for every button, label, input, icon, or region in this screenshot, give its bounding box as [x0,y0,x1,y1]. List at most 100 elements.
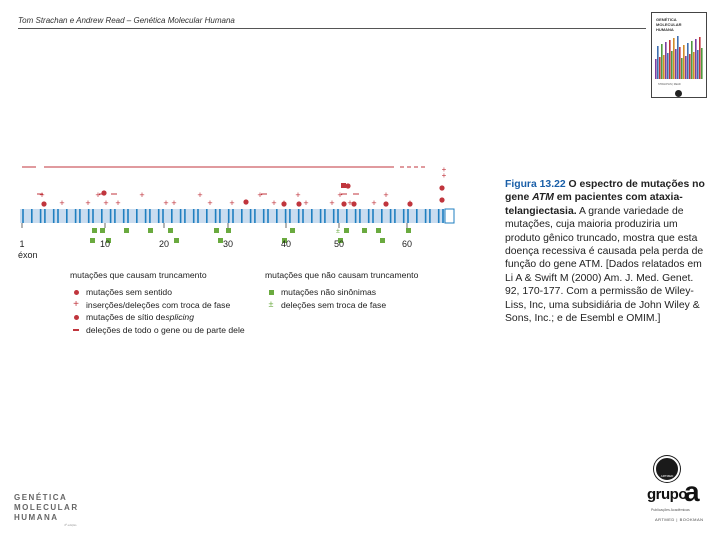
cover-art-stripe [701,48,703,79]
legend-dash-icon [70,329,82,331]
cover-art-stripe [695,39,697,79]
frameshift-mark: + [257,190,262,200]
frameshift-mark: + [383,190,388,200]
legend-row-nonsense: mutações sem sentido [70,286,245,299]
cover-art-stripe [667,53,669,79]
exon-line [109,209,112,223]
cover-title-line: GENÉTICA [656,17,677,22]
axis-tick-label: 60 [402,239,412,249]
footer-book-line: HUMANA [14,513,59,522]
missense-mark [226,228,231,233]
missense-mark [406,228,411,233]
gene-bar [20,209,454,223]
cover-art-stripe [671,51,673,79]
missense-mark [90,238,95,243]
legend-row-splice: mutações de sítio de splicing [70,311,245,324]
nonsense-mark [439,185,445,191]
exon-line [101,209,103,223]
exon-line [149,209,151,223]
legend-text-italic: splicing [165,312,194,323]
frameshift-mark: + [85,198,90,208]
exon-line [254,209,256,223]
cover-art-stripe [665,42,667,79]
caption-gene: ATM [532,192,554,204]
missense-mark [362,228,367,233]
exon-line [346,209,348,223]
cover-art-stripe [655,59,657,79]
legend-row-inframe: ± deleções sem troca de fase [265,299,418,312]
exon-line [92,209,94,223]
frameshift-mark: + [163,198,168,208]
axis-tick-label: 1 [19,239,24,249]
legend-plus-icon: + [73,298,79,310]
nonsense-mark [407,201,413,207]
publisher-tagline: Publicações Acadêmicas [651,508,690,512]
legend-text: inserções/deleções com troca de fase [86,299,231,310]
missense-mark [148,228,153,233]
frameshift-mark: + [95,190,100,200]
exon-line [262,209,265,223]
missense-mark [214,228,219,233]
nonsense-mark [243,199,249,205]
exon-line [52,209,55,223]
footer-edition: 4ª edição [64,523,77,527]
exon-line [206,209,208,223]
exon-line [22,209,24,223]
exon-line [297,209,300,223]
footer-book-line: GENÉTICA [14,493,68,502]
exon-line [87,209,90,223]
axis-tick-label: 20 [159,239,169,249]
exon-line [389,209,392,223]
cover-art-stripe [677,36,679,79]
header-title: Tom Strachan e Andrew Read – Genética Mo… [18,16,235,25]
missense-mark [100,228,105,233]
exon-line [157,209,160,223]
exon-line [192,209,195,223]
caption-body: A grande variedade de mutações, cuja mai… [505,205,704,325]
nonsense-mark [439,197,445,203]
exon-line [442,209,444,223]
axis-tick-label: 10 [100,239,110,249]
exon-line [241,209,243,223]
cover-publisher-logo [675,90,682,97]
nonsense-mark [383,201,389,207]
frameshift-mark: + [337,190,342,200]
exon-line [402,209,405,223]
exon-line [381,209,383,223]
missense-mark [282,238,287,243]
frameshift-mark: + [329,198,334,208]
missense-mark [106,238,111,243]
nonsense-mark [351,201,357,207]
exon-line [219,209,221,223]
publisher-emblem-text: ARTMED [660,474,674,478]
frameshift-mark: + [197,190,202,200]
legend-square-icon [265,289,277,295]
exon-line [302,209,304,223]
exon-line [424,209,427,223]
legend-row-frameshift: + inserções/deleções com troca de fase [70,299,245,312]
frameshift-mark: + [303,198,308,208]
exon-line [359,209,361,223]
frameshift-mark: + [229,198,234,208]
legend-text: mutações não sinônimas [281,287,377,298]
missense-mark [218,238,223,243]
legend-text: mutações sem sentido [86,287,172,298]
footer-book-line: MOLECULAR [14,503,79,512]
missense-mark [174,238,179,243]
caption-title: O espectro de mutações no gene ATM em pa… [505,179,705,217]
cover-art-stripe [685,56,687,79]
publisher-letter: a [684,476,700,507]
inframe-deletion-mark: ± [336,228,340,235]
exon-line [66,209,68,223]
cover-art-stripe [663,55,665,79]
axis-tick-label: 30 [223,239,233,249]
exon-line [267,209,269,223]
frameshift-mark: + [371,198,376,208]
frameshift-mark: + [103,198,108,208]
exon-line [197,209,199,223]
exon-line [289,209,291,223]
missense-mark [338,238,343,243]
exon-line [44,209,46,223]
missense-mark [168,228,173,233]
exon-line [127,209,129,223]
